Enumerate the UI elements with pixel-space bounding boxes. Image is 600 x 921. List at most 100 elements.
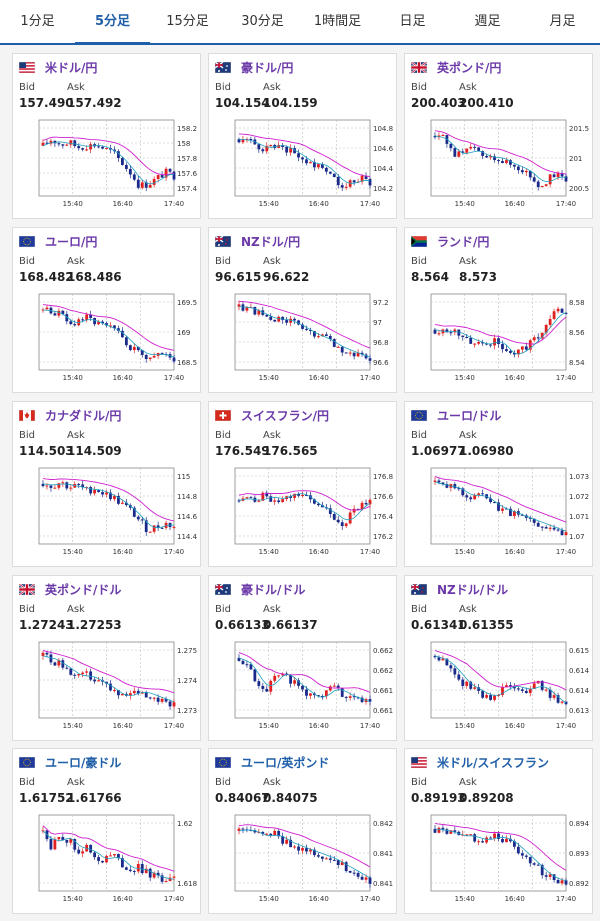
candle xyxy=(336,346,340,348)
rate-card[interactable]: ユーロ/英ポンドBidAsk0.840670.840750.8420.84150… xyxy=(208,748,397,914)
candle xyxy=(140,350,144,355)
candle xyxy=(324,167,328,172)
candlestick-chart[interactable]: 1.275 1.274 1.273 15:40 16:40 17:40 xyxy=(19,638,197,738)
currency-pair-link[interactable]: 米ドル/円 xyxy=(45,61,98,75)
candle xyxy=(552,527,556,530)
candle xyxy=(532,863,536,865)
eu-flag-icon xyxy=(19,236,35,247)
candlestick-chart[interactable]: 1.62 1.618 15:40 16:40 17:40 xyxy=(19,811,197,911)
candle xyxy=(532,177,536,182)
rate-card[interactable]: NZドル/円 Bid Ask 96.615 96.622 97.2 97 96.8 96.6 15… xyxy=(208,227,397,393)
candle xyxy=(469,681,473,689)
candle xyxy=(305,689,308,696)
candle xyxy=(461,679,465,686)
rate-card[interactable]: 豪ドル/ドルBidAsk0.661330.661370.66250.6620.6… xyxy=(208,575,397,741)
currency-pair-link[interactable]: 米ドル/スイスフラン xyxy=(437,756,550,770)
candle xyxy=(164,168,168,178)
moving-average-short xyxy=(42,309,175,358)
candle xyxy=(465,148,469,153)
candlestick-chart[interactable]: 0.615 0.6145 0.614 0.6135 15:40 16:40 17:40 xyxy=(411,638,589,738)
candlestick-chart[interactable]: 0.842 0.8415 0.841 15:40 16:40 17:40 xyxy=(215,811,393,911)
rate-card[interactable]: 英ポンド/ドル Bid Ask 1.27243 1.27253 1.275 1.274 1.2… xyxy=(12,575,201,741)
candlestick-chart[interactable]: 97.2 97 96.8 96.6 15:40 16:40 17:40 xyxy=(215,290,393,390)
bid-label: Bid xyxy=(215,604,231,615)
rate-card[interactable]: スイスフラン/円 Bid Ask 176.549 176.565 176.8 176.6 17… xyxy=(208,401,397,567)
candlestick-chart[interactable]: 1.073 1.072 1.071 1.07 15:40 16:40 17:40 xyxy=(411,464,589,564)
currency-pair-link[interactable]: ユーロ/豪ドル xyxy=(45,756,122,770)
candle xyxy=(497,833,500,839)
currency-pair-link[interactable]: 英ポンド/ドル xyxy=(45,583,122,597)
currency-pair-link[interactable]: NZドル/円 xyxy=(241,235,301,249)
currency-pair-link[interactable]: スイスフラン/円 xyxy=(241,409,330,423)
moving-average-long xyxy=(238,652,371,693)
currency-pair-link[interactable]: 豪ドル/円 xyxy=(241,61,294,75)
rate-card[interactable]: 豪ドル/円 Bid Ask 104.154 104.159 104.8 104.6 104.4… xyxy=(208,53,397,219)
currency-pair-link[interactable]: NZドル/ドル xyxy=(437,583,509,597)
candle xyxy=(113,854,116,856)
tab-2[interactable]: 15分足 xyxy=(166,14,209,29)
candle xyxy=(148,357,152,360)
currency-pair-link[interactable]: ユーロ/英ポンド xyxy=(241,756,330,770)
eu-flag-icon xyxy=(411,410,427,421)
y-tick-label: 1.274 xyxy=(177,677,197,685)
rate-card[interactable]: ユーロ/豪ドル Bid Ask 1.61752 1.61766 1.62 1.618 15:4… xyxy=(12,748,201,914)
candle xyxy=(117,495,120,504)
candlestick-chart[interactable]: 201.5 201 200.5 15:40 16:40 17:40 xyxy=(411,116,589,216)
currency-pair-link[interactable]: ランド/円 xyxy=(437,235,490,249)
rate-card[interactable]: ランド/円 Bid Ask 8.564 8.573 8.58 8.56 8.54 15:40 16… xyxy=(404,227,593,393)
tab-0[interactable]: 1分足 xyxy=(20,14,55,29)
tab-3[interactable]: 30分足 xyxy=(241,14,284,29)
candlestick-chart[interactable]: 0.6625 0.662 0.6615 0.661 15:40 16:40 17:40 xyxy=(215,638,393,738)
candle xyxy=(97,680,100,682)
candle xyxy=(368,699,372,702)
candle xyxy=(332,339,336,347)
candlestick-chart[interactable]: 158.2 158 157.8 157.6 157.4 15:40 16:40 17:40 xyxy=(19,116,197,216)
candle xyxy=(309,162,312,164)
rate-card[interactable]: 英ポンド/円 Bid Ask 200.403 200.410 201.5 201 200.5 1… xyxy=(404,53,593,219)
candlestick-chart[interactable]: 8.58 8.56 8.54 15:40 16:40 17:40 xyxy=(411,290,589,390)
candle xyxy=(253,830,257,833)
candle xyxy=(160,527,164,529)
candle xyxy=(241,660,245,665)
rate-card[interactable]: NZドル/ドルBidAsk0.613410.613550.6150.61450.… xyxy=(404,575,593,741)
candle xyxy=(285,320,289,323)
candle xyxy=(261,492,265,501)
candle xyxy=(105,147,108,149)
tab-1[interactable]: 5分足 xyxy=(75,0,150,45)
candle xyxy=(105,323,108,326)
rate-card[interactable]: ユーロ/ドル Bid Ask 1.06977 1.06980 1.073 1.072 1.07… xyxy=(404,401,593,567)
candle xyxy=(505,838,508,843)
x-tick-label: 16:40 xyxy=(505,722,525,730)
candlestick-chart[interactable]: 0.894 0.893 0.892 15:40 16:40 17:40 xyxy=(411,811,589,911)
candlestick-chart[interactable]: 104.8 104.6 104.4 104.2 15:40 16:40 17:40 xyxy=(215,116,393,216)
rate-card[interactable]: 米ドル/スイスフラン Bid Ask 0.89193 0.89208 0.894 0.893… xyxy=(404,748,593,914)
candlestick-chart[interactable]: 176.8 176.6 176.4 176.2 15:40 16:40 17:40 xyxy=(215,464,393,564)
candlestick-chart[interactable]: 169.5 169 168.5 15:40 16:40 17:40 xyxy=(19,290,197,390)
tab-6[interactable]: 週足 xyxy=(474,14,501,29)
tab-7[interactable]: 月足 xyxy=(549,14,576,29)
eu-flag-icon xyxy=(19,757,35,768)
currency-pair-link[interactable]: 英ポンド/円 xyxy=(437,61,502,75)
rate-card[interactable]: ユーロ/円 Bid Ask 168.482 168.486 169.5 169 168.5 15… xyxy=(12,227,201,393)
candle xyxy=(437,333,441,335)
tab-5[interactable]: 日足 xyxy=(399,14,426,29)
candle xyxy=(297,493,300,496)
candle xyxy=(65,314,69,322)
candle xyxy=(473,495,477,500)
currency-pair-link[interactable]: カナダドル/円 xyxy=(45,409,122,423)
x-tick-label: 15:40 xyxy=(259,374,279,382)
rate-card[interactable]: 米ドル/円 Bid Ask 157.490 157.492 158.2 158 157.8 15… xyxy=(12,53,201,219)
rate-card[interactable]: カナダドル/円 Bid Ask 114.503 114.509 115 114.8 114.6… xyxy=(12,401,201,567)
currency-pair-link[interactable]: ユーロ/円 xyxy=(45,235,98,249)
ask-label: Ask xyxy=(263,82,281,93)
candle xyxy=(148,868,152,878)
currency-pair-link[interactable]: ユーロ/ドル xyxy=(437,409,502,423)
candle xyxy=(348,870,352,873)
candle xyxy=(124,337,128,346)
currency-pair-link[interactable]: 豪ドル/ドル xyxy=(241,583,306,597)
tab-4[interactable]: 1時間足 xyxy=(313,14,362,29)
ask-value: 104.159 xyxy=(263,96,318,110)
candle xyxy=(481,151,485,156)
candlestick-chart[interactable]: 115 114.8 114.6 114.4 15:40 16:40 17:40 xyxy=(19,464,197,564)
candle xyxy=(281,673,285,676)
